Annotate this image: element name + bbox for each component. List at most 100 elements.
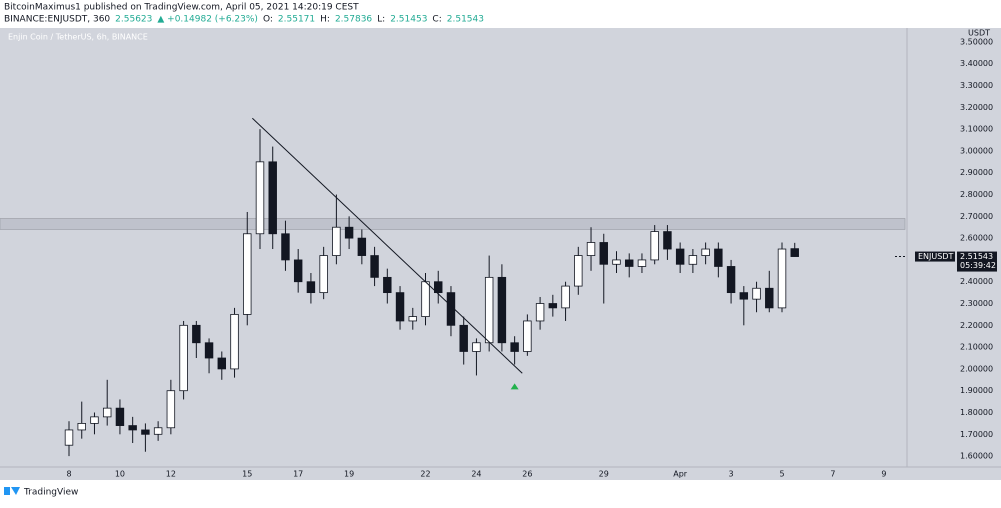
y-tick-label: 2.10000 — [960, 343, 993, 352]
x-tick-label: 22 — [420, 470, 430, 479]
candle-body — [344, 226, 354, 239]
candle-body — [675, 248, 685, 265]
x-tick-label: 17 — [293, 470, 303, 479]
x-tick-label: 7 — [830, 470, 835, 479]
candle-body — [77, 423, 86, 431]
candle-body — [166, 390, 176, 429]
ohlc-value: 2.51453 — [390, 15, 427, 25]
candle-body — [472, 342, 481, 352]
candle-body — [115, 407, 125, 426]
y-tick-label: 2.40000 — [960, 277, 993, 286]
candle-body — [179, 324, 188, 392]
x-tick-label: 29 — [599, 470, 609, 479]
candle-body — [497, 276, 507, 344]
change: ▲ +0.14982 (+6.23%) — [157, 15, 258, 25]
symbol-info: BINANCE:ENJUSDT, 360 2.55623 ▲ +0.14982 (+… — [4, 15, 484, 25]
candle-body — [281, 233, 290, 261]
ohlc-label: L: — [377, 15, 385, 25]
candle-body — [752, 287, 761, 300]
candle-body — [701, 248, 710, 256]
candle-body — [688, 255, 698, 265]
y-tick-label: 2.00000 — [960, 364, 993, 373]
x-tick-label: 9 — [881, 470, 886, 479]
candle-body — [523, 320, 532, 352]
candle-body — [510, 342, 519, 352]
candle-body — [395, 292, 405, 322]
chart-background — [0, 28, 1001, 480]
x-tick-label: 19 — [344, 470, 354, 479]
candle-body — [548, 303, 558, 309]
candle-body — [243, 233, 252, 315]
y-tick-label: 3.10000 — [960, 125, 993, 134]
candle-body — [599, 242, 608, 265]
symbol: BINANCE:ENJUSDT, 360 — [4, 15, 110, 25]
symbol-tag-text: ENJUSDT — [918, 252, 953, 261]
x-tick-label: 12 — [166, 470, 176, 479]
symbol-tag — [915, 251, 955, 262]
x-tick-label: 3 — [729, 470, 734, 479]
candle-body — [612, 259, 621, 265]
trendline — [252, 117, 523, 374]
candle-body — [434, 281, 443, 294]
candle-body — [586, 242, 596, 256]
candle-body — [64, 429, 74, 446]
candle-body — [357, 237, 367, 256]
y-tick-label: 1.70000 — [960, 430, 993, 439]
candle-body — [421, 281, 430, 317]
y-tick-label: 1.80000 — [960, 408, 993, 417]
signal-arrow — [510, 383, 519, 390]
ohlc-value: 2.51543 — [447, 15, 484, 25]
ohlc-label: O: — [263, 15, 273, 25]
ohlc-label: C: — [432, 15, 441, 25]
x-tick-label: 24 — [471, 470, 481, 479]
y-tick-label: 2.20000 — [960, 321, 993, 330]
price-unit: USDT — [968, 29, 990, 38]
plot — [0, 117, 906, 457]
candle-body — [192, 324, 201, 344]
candle-body — [484, 276, 494, 344]
y-tick-label: 2.70000 — [960, 212, 993, 221]
candle-body — [574, 255, 583, 287]
candle-body — [293, 259, 303, 283]
y-tick-label: 2.80000 — [960, 190, 993, 199]
candle-body — [268, 161, 277, 235]
x-tick-label: Apr — [673, 470, 688, 479]
y-tick-label: 3.00000 — [960, 146, 993, 155]
candle-body — [765, 287, 774, 309]
x-tick-label: 8 — [66, 470, 71, 479]
publish-info: BitcoinMaximus1 published on TradingView… — [4, 3, 359, 13]
x-tick-label: 15 — [242, 470, 252, 479]
price-tag-value: 2.51543 — [960, 252, 993, 261]
footer-brand: TradingView — [23, 488, 78, 498]
candle-body — [383, 276, 392, 294]
tradingview-logo — [4, 487, 20, 495]
y-tick-label: 1.60000 — [960, 452, 993, 461]
candle-body — [332, 226, 341, 256]
x-tick-label: 5 — [779, 470, 784, 479]
candle-body — [535, 303, 545, 322]
candle-body — [714, 248, 723, 267]
candle-body — [370, 255, 379, 278]
candle-body — [204, 342, 214, 359]
y-tick-label: 3.40000 — [960, 59, 993, 68]
candle-body — [663, 231, 672, 250]
y-tick-label: 2.60000 — [960, 234, 993, 243]
y-tick-label: 2.90000 — [960, 168, 993, 177]
chart-legend: Enjin Coin / TetherUS, 6h, BINANCE — [8, 33, 148, 42]
candle-body — [625, 259, 634, 267]
candle-body — [459, 324, 468, 352]
candle-body — [230, 314, 239, 370]
candle-body — [650, 231, 659, 261]
candle-body — [217, 357, 227, 370]
y-tick-label: 2.30000 — [960, 299, 993, 308]
candle-body — [102, 407, 112, 418]
candle-body — [255, 161, 265, 235]
candle-body — [739, 292, 749, 300]
candle-body — [141, 429, 150, 435]
candle-body — [561, 285, 570, 309]
candle-body — [637, 259, 647, 267]
x-tick-label: 10 — [115, 470, 125, 479]
y-tick-label: 3.20000 — [960, 103, 993, 112]
